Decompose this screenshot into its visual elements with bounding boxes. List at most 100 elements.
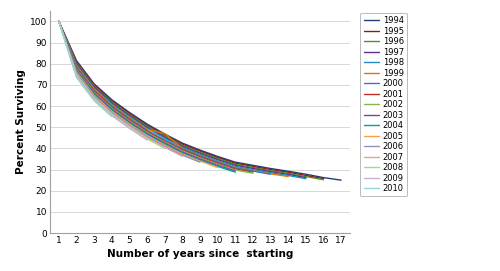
- Line: 2001: 2001: [59, 21, 253, 172]
- 2000: [144, 129, 150, 132]
- 1999: [285, 175, 291, 178]
- 1998: [74, 63, 80, 66]
- 2007: [180, 155, 186, 158]
- 2001: [144, 130, 150, 133]
- 2008: [74, 74, 80, 77]
- 2001: [214, 162, 220, 165]
- 2008: [126, 126, 132, 129]
- 2001: [91, 90, 97, 93]
- 2001: [109, 105, 115, 109]
- 1995: [197, 150, 203, 153]
- 1998: [285, 174, 291, 177]
- 2003: [180, 150, 186, 154]
- 1994: [320, 176, 326, 179]
- 1999: [56, 20, 62, 23]
- Line: 2008: 2008: [59, 21, 164, 149]
- Line: 2010: 2010: [59, 21, 112, 117]
- 2009: [144, 138, 150, 141]
- Y-axis label: Percent Surviving: Percent Surviving: [16, 70, 26, 174]
- 1999: [109, 104, 115, 107]
- 2006: [56, 20, 62, 23]
- 1997: [268, 170, 274, 173]
- 2000: [268, 173, 274, 176]
- 1995: [56, 20, 62, 23]
- 2000: [197, 154, 203, 157]
- 1994: [268, 167, 274, 170]
- 1995: [250, 165, 256, 168]
- 1994: [180, 141, 186, 145]
- 1997: [214, 158, 220, 161]
- 2008: [91, 97, 97, 100]
- 1996: [126, 113, 132, 116]
- 1995: [232, 162, 238, 165]
- 2003: [56, 20, 62, 23]
- 1994: [144, 122, 150, 126]
- 1995: [180, 143, 186, 146]
- Line: 2009: 2009: [59, 21, 147, 140]
- 1994: [74, 59, 80, 62]
- 1998: [268, 171, 274, 174]
- 2009: [91, 98, 97, 101]
- 1995: [144, 124, 150, 127]
- 2007: [162, 146, 168, 149]
- 2000: [91, 89, 97, 92]
- 2007: [56, 20, 62, 23]
- 2004: [197, 159, 203, 162]
- 2003: [91, 92, 97, 95]
- 1998: [180, 146, 186, 149]
- 2005: [74, 70, 80, 74]
- 2007: [144, 136, 150, 140]
- 2001: [197, 155, 203, 159]
- 1996: [144, 125, 150, 128]
- 1999: [268, 172, 274, 175]
- 2003: [109, 108, 115, 111]
- Line: 2002: 2002: [59, 21, 253, 173]
- 1997: [91, 85, 97, 89]
- 2004: [214, 165, 220, 168]
- X-axis label: Number of years since  starting: Number of years since starting: [107, 249, 293, 259]
- 2010: [56, 20, 62, 23]
- 2005: [214, 166, 220, 169]
- 1997: [303, 176, 309, 179]
- 1996: [197, 151, 203, 154]
- 1996: [320, 178, 326, 181]
- 1995: [91, 83, 97, 86]
- 2010: [109, 115, 115, 118]
- 2001: [180, 148, 186, 151]
- 1996: [285, 172, 291, 175]
- 1996: [56, 20, 62, 23]
- 1994: [232, 160, 238, 164]
- 1999: [250, 169, 256, 172]
- 1994: [250, 164, 256, 167]
- Line: 2004: 2004: [59, 21, 236, 172]
- 2004: [144, 133, 150, 136]
- 1999: [197, 154, 203, 157]
- 2003: [74, 69, 80, 72]
- 1995: [162, 133, 168, 137]
- 2006: [91, 95, 97, 98]
- 1995: [109, 99, 115, 102]
- Legend: 1994, 1995, 1996, 1997, 1998, 1999, 2000, 2001, 2002, 2003, 2004, 2005, 2006, 20: 1994, 1995, 1996, 1997, 1998, 1999, 2000…: [360, 13, 407, 196]
- 2005: [144, 134, 150, 137]
- 1996: [91, 84, 97, 88]
- Line: 2003: 2003: [59, 21, 236, 171]
- 2004: [109, 109, 115, 112]
- 1995: [285, 171, 291, 174]
- 1996: [303, 175, 309, 178]
- 1995: [303, 174, 309, 177]
- 2006: [74, 72, 80, 75]
- 2003: [197, 157, 203, 161]
- 1997: [56, 20, 62, 23]
- 2005: [126, 122, 132, 126]
- 1997: [250, 167, 256, 170]
- 1994: [285, 170, 291, 173]
- 1997: [109, 101, 115, 105]
- 2004: [126, 121, 132, 125]
- 1997: [197, 152, 203, 155]
- 2009: [74, 75, 80, 78]
- Line: 1995: 1995: [59, 21, 324, 179]
- 2002: [197, 156, 203, 160]
- 1994: [109, 98, 115, 101]
- 1995: [126, 112, 132, 115]
- 1998: [232, 165, 238, 168]
